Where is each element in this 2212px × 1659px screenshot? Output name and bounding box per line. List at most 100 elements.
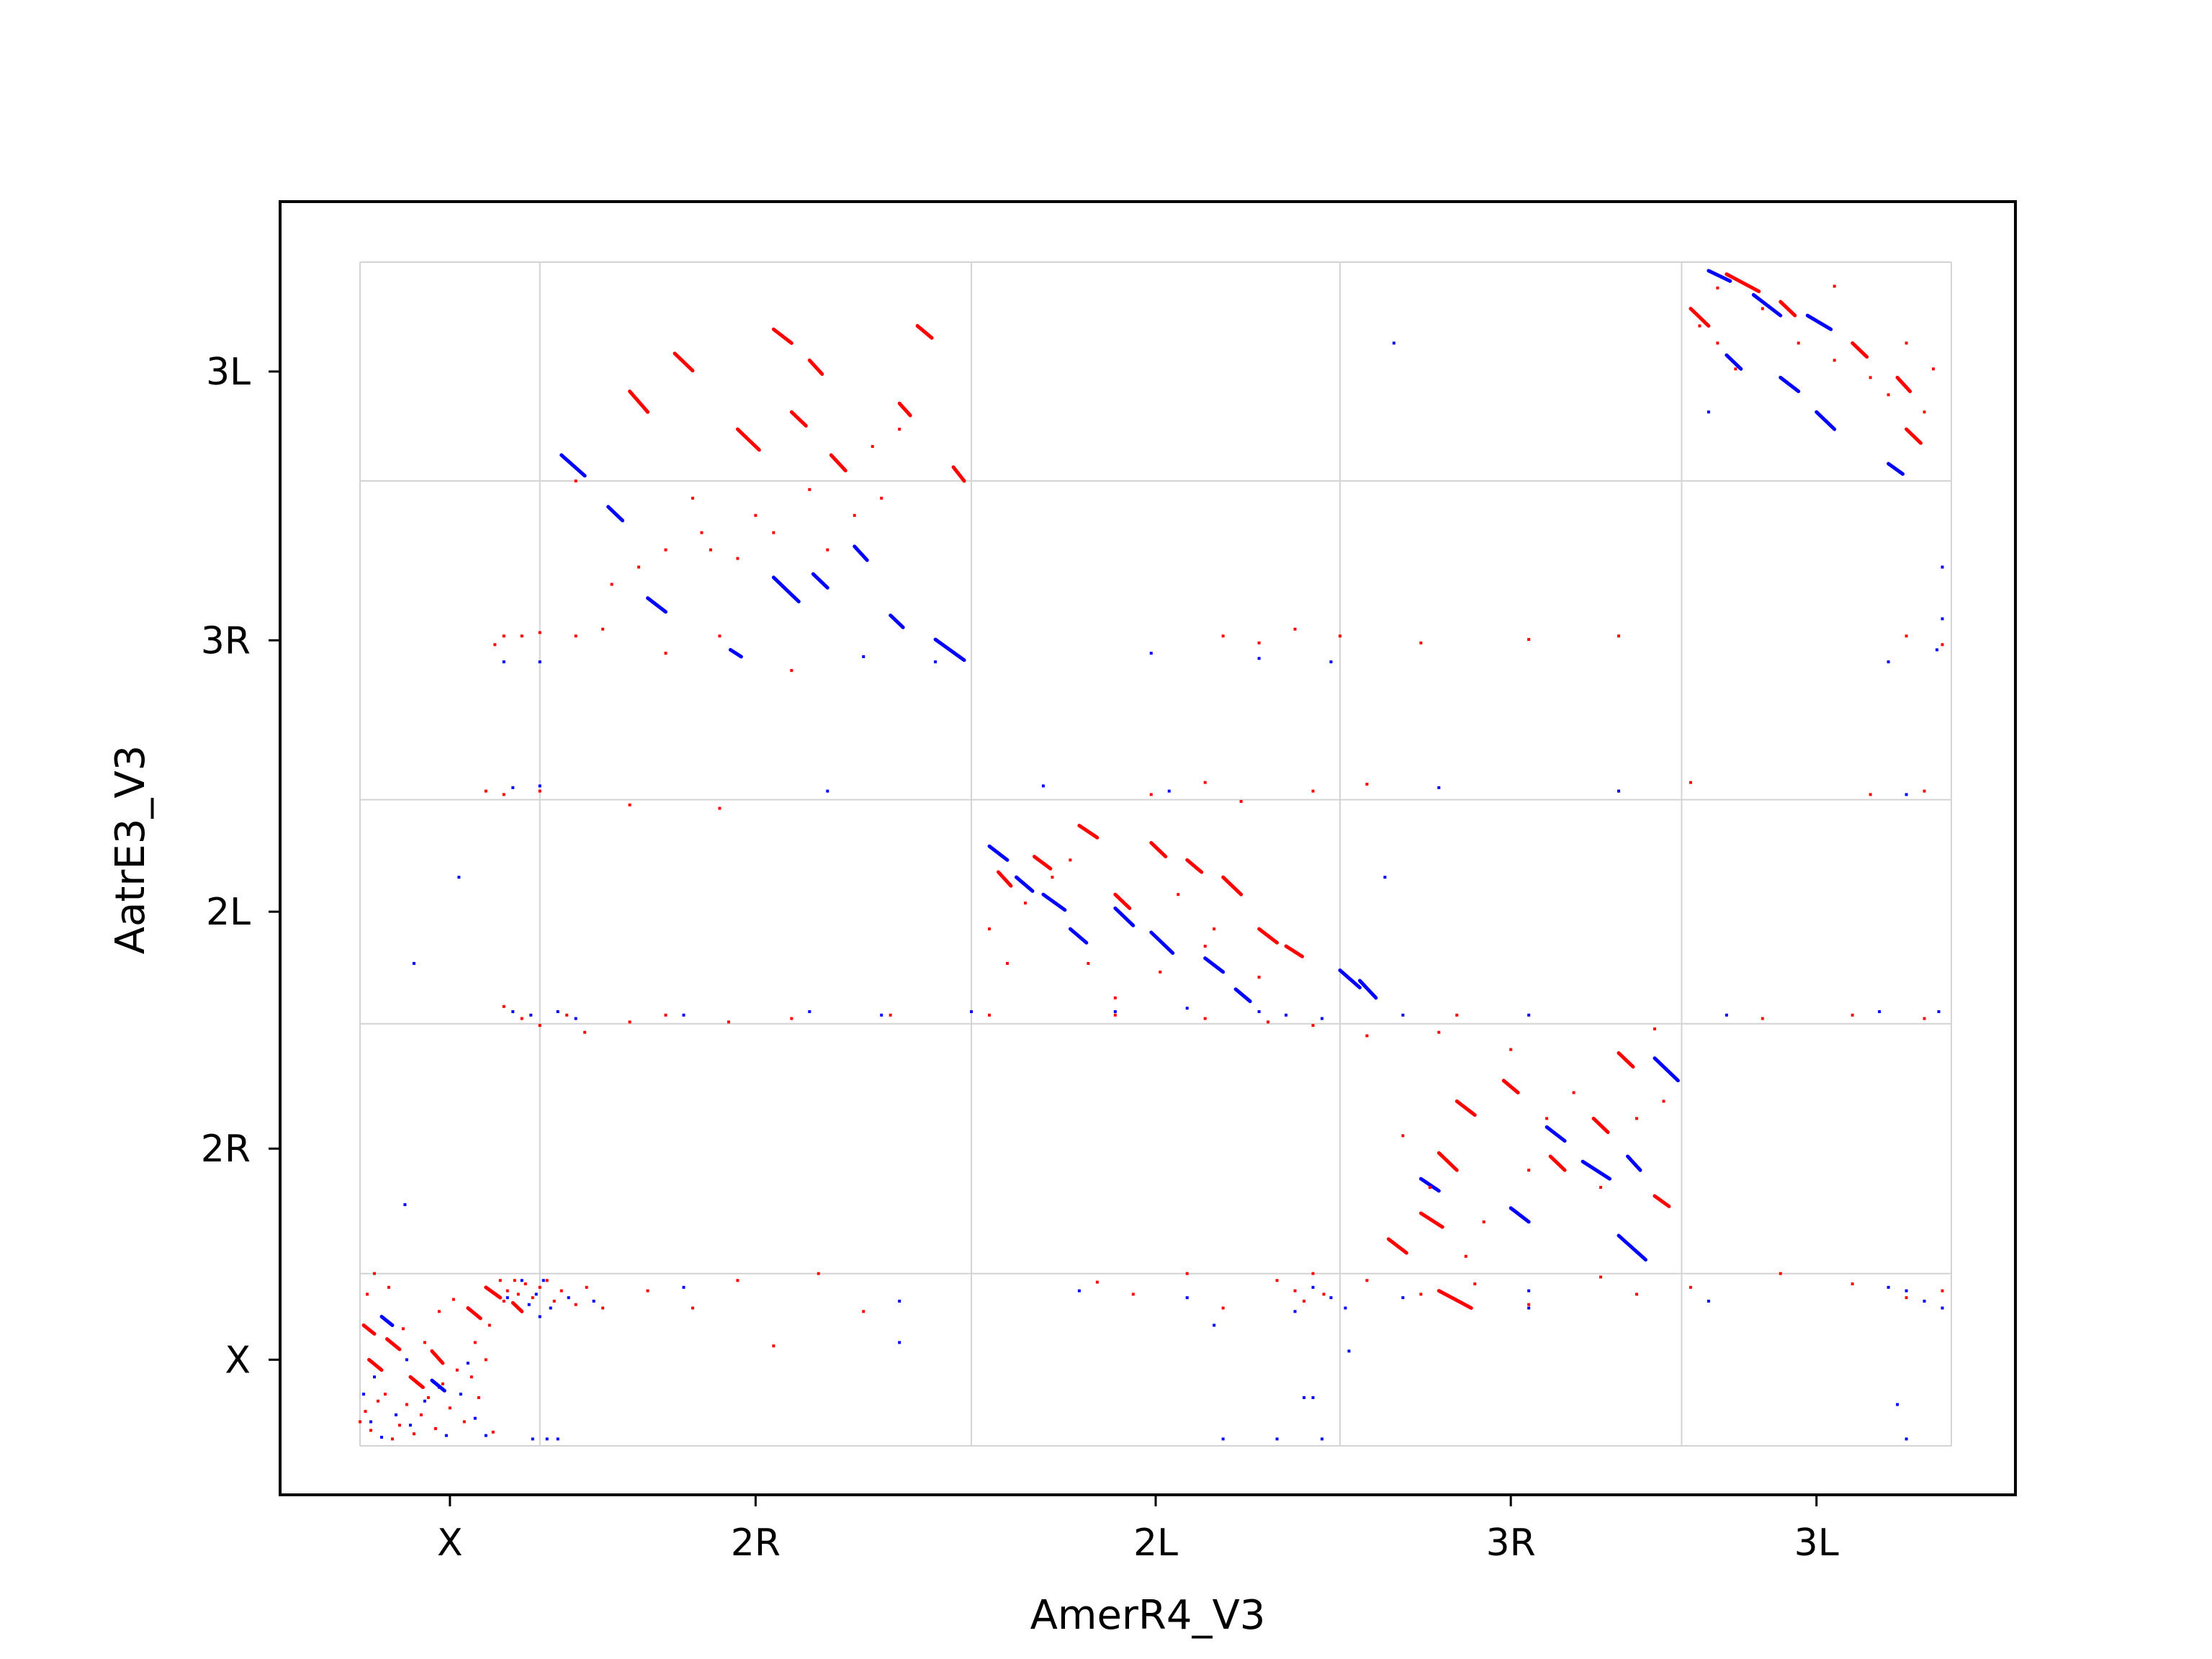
alignment-segment [771, 327, 793, 345]
alignment-point-forward [1923, 410, 1926, 414]
alignment-point-reverse [682, 1013, 685, 1017]
alignment-point-forward [451, 1298, 455, 1301]
alignment-point-reverse [1293, 1310, 1297, 1313]
alignment-point-reverse [1941, 565, 1944, 569]
alignment-point-reverse [1320, 1437, 1323, 1441]
alignment-point-reverse [1527, 1306, 1531, 1310]
alignment-point-forward [574, 1303, 577, 1306]
alignment-segment [1895, 375, 1912, 393]
alignment-point-reverse [1077, 1289, 1081, 1292]
alignment-point-reverse [379, 1436, 383, 1439]
alignment-point-forward [523, 1282, 527, 1286]
alignment-point-reverse [484, 1434, 487, 1437]
alignment-point-reverse [1617, 789, 1621, 793]
alignment-point-forward [1689, 1285, 1692, 1289]
alignment-point-forward [1482, 1220, 1485, 1223]
x-tick-label: X [437, 1521, 463, 1565]
alignment-point-reverse [511, 786, 515, 789]
alignment-segment [1545, 1125, 1567, 1143]
alignment-point-reverse [1185, 1296, 1189, 1300]
alignment-segment [1284, 944, 1305, 958]
alignment-segment [1653, 1194, 1671, 1208]
alignment-point-forward [433, 1427, 437, 1431]
alignment-segment [1113, 906, 1136, 927]
alignment-point-forward [610, 583, 613, 586]
alignment-point-forward [1087, 961, 1090, 965]
alignment-point-forward [1635, 1292, 1638, 1296]
alignment-segment [511, 1300, 524, 1313]
alignment-point-forward [1257, 976, 1261, 979]
alignment-point-forward [1239, 800, 1243, 804]
alignment-point-forward [988, 1013, 992, 1017]
alignment-point-reverse [1896, 1403, 1899, 1406]
alignment-point-forward [565, 1013, 569, 1017]
alignment-segment [559, 453, 587, 478]
alignment-segment [1779, 300, 1797, 318]
y-tick-label: X [225, 1339, 251, 1382]
alignment-point-forward [401, 1327, 405, 1331]
alignment-point-reverse [457, 876, 461, 879]
alignment-point-forward [691, 1306, 694, 1310]
alignment-segment [807, 358, 824, 377]
alignment-point-reverse [408, 1424, 412, 1427]
alignment-segment [1617, 1233, 1647, 1262]
alignment-point-reverse [1275, 1437, 1279, 1441]
alignment-segment [1014, 875, 1035, 893]
alignment-point-reverse [1392, 341, 1395, 345]
alignment-point-forward [502, 1004, 505, 1008]
alignment-segment [1113, 892, 1132, 910]
plot-frame [279, 200, 2017, 1496]
alignment-point-reverse [502, 660, 505, 664]
alignment-point-reverse [534, 1292, 538, 1296]
alignment-segment [1257, 927, 1280, 945]
alignment-point-forward [559, 1289, 563, 1292]
alignment-point-forward [1311, 1272, 1315, 1275]
y-tick-label: 3L [206, 351, 251, 394]
alignment-segment [1221, 875, 1244, 896]
alignment-point-forward [790, 669, 793, 673]
chromosome-grid [359, 261, 1952, 1447]
alignment-segment [1689, 307, 1711, 328]
alignment-segment [379, 1315, 395, 1327]
alignment-point-forward [437, 1310, 441, 1313]
alignment-point-reverse [1878, 1010, 1881, 1013]
alignment-point-forward [1311, 789, 1315, 793]
alignment-point-reverse [1437, 786, 1441, 789]
alignment-point-reverse [826, 789, 830, 793]
alignment-segment [430, 1349, 445, 1365]
alignment-point-forward [1761, 1017, 1764, 1020]
alignment-point-forward [1527, 1303, 1531, 1306]
alignment-segment [996, 870, 1013, 888]
alignment-point-reverse [511, 1010, 515, 1013]
alignment-point-forward [1851, 1282, 1854, 1286]
alignment-segment [853, 544, 869, 562]
alignment-point-reverse [1221, 1437, 1225, 1441]
alignment-point-forward [1923, 789, 1926, 793]
alignment-segment [1203, 956, 1226, 974]
alignment-segment [1617, 1051, 1635, 1069]
alignment-point-reverse [1320, 1017, 1323, 1020]
alignment-point-reverse [1941, 617, 1944, 621]
alignment-segment [1149, 930, 1175, 956]
alignment-segment [1032, 855, 1053, 871]
alignment-segment [728, 647, 743, 659]
alignment-point-forward [1455, 1013, 1459, 1017]
alignment-segment [361, 1323, 377, 1336]
alignment-point-reverse [1527, 1013, 1531, 1017]
y-tick-label: 2L [206, 891, 251, 934]
alignment-point-forward [1545, 1117, 1549, 1120]
alignment-point-forward [1213, 927, 1216, 931]
alignment-point-reverse [473, 1416, 477, 1420]
alignment-point-forward [871, 445, 874, 449]
alignment-point-forward [736, 557, 739, 560]
alignment-point-reverse [538, 1315, 541, 1318]
alignment-point-reverse [1041, 784, 1045, 788]
alignment-point-forward [754, 513, 757, 517]
alignment-point-forward [1509, 1048, 1513, 1051]
alignment-point-forward [1113, 1013, 1117, 1017]
alignment-point-forward [502, 1299, 505, 1303]
alignment-segment [606, 505, 625, 523]
alignment-point-forward [1662, 1100, 1665, 1103]
alignment-point-forward [1464, 1254, 1467, 1258]
alignment-point-forward [691, 496, 694, 500]
